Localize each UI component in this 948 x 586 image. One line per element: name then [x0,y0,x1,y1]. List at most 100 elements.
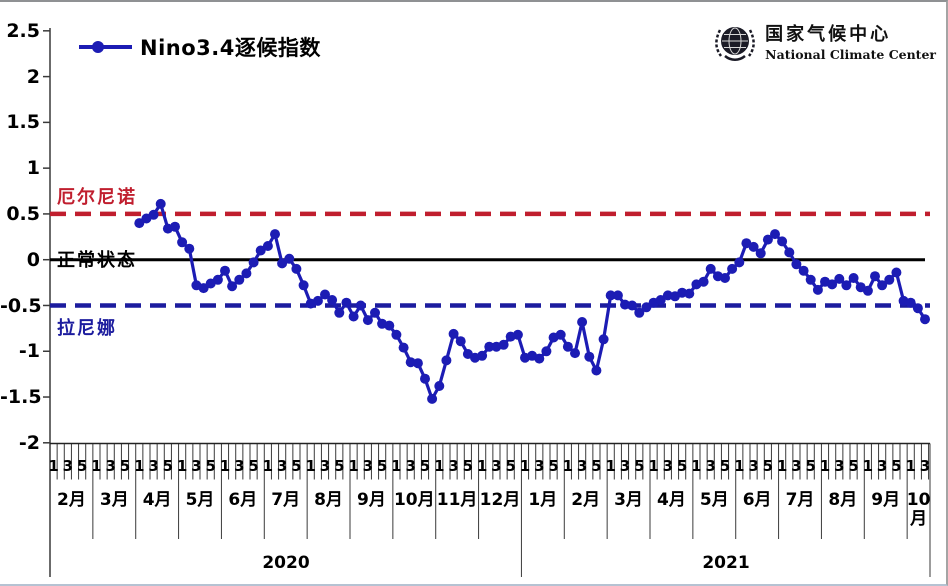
month-label: 2月 [57,490,86,510]
pentad-tick-label: 3 [534,457,545,475]
legend: Nino3.4逐候指数 [78,32,321,62]
pentad-tick-label: 3 [491,457,502,475]
data-point [384,320,395,331]
data-point [227,281,238,292]
data-point [391,329,402,340]
data-point [570,348,580,359]
data-point [627,300,638,311]
data-point [134,218,145,229]
data-point [562,341,573,352]
data-point [920,314,930,325]
y-axis-tick-label: -1.5 [0,386,42,408]
data-point [748,241,759,252]
pentad-tick-label: 5 [119,457,131,475]
pentad-tick-label: 3 [919,457,931,475]
pentad-tick-label: 1 [434,457,445,475]
pentad-tick-label: 1 [691,457,702,475]
pentad-tick-label: 3 [105,457,116,475]
pentad-tick-label: 5 [848,457,859,475]
pentad-tick-label: 3 [448,457,459,475]
data-point [791,259,802,270]
data-point [577,317,588,327]
data-point [498,339,509,350]
pentad-tick-label: 1 [562,457,574,475]
data-point [612,290,623,301]
pentad-tick-label: 5 [591,457,602,475]
month-label: 8月 [828,490,858,510]
legend-line-marker-icon [79,41,132,53]
data-point [841,280,852,291]
data-point [805,274,816,285]
data-point [455,336,466,347]
pentad-tick-label: 5 [76,457,88,475]
el-nino-label: 厄尔尼诺 [57,187,137,208]
data-point [184,243,195,254]
pentad-tick-label: 5 [762,457,774,475]
pentad-tick-label: 3 [234,457,245,475]
pentad-tick-label: 3 [362,457,374,475]
pentad-tick-label: 5 [634,457,645,475]
data-point [584,351,595,362]
month-label: 8月 [314,490,343,510]
month-label: 5月 [699,490,729,510]
data-point [198,283,209,294]
data-point [284,253,295,264]
data-point [598,334,609,345]
pentad-tick-label: 1 [176,457,188,475]
data-point [734,257,745,268]
month-label: 7月 [785,490,815,510]
pentad-tick-label: 1 [605,457,616,475]
pentad-tick-label: 5 [162,457,174,475]
pentad-tick-label: 3 [319,457,331,475]
pentad-tick-label: 1 [476,457,488,475]
y-axis-tick-label: -1 [18,340,40,363]
pentad-tick-label: 5 [548,457,559,475]
pentad-tick-label: 3 [62,457,74,475]
data-point [362,315,373,326]
y-axis-tick-label: -2 [18,431,40,454]
pentad-tick-label: 3 [191,457,202,475]
globe-icon [715,27,756,61]
pentad-tick-label: 3 [791,457,802,475]
pentad-tick-label: 1 [134,457,145,475]
pentad-tick-label: 1 [862,457,874,475]
pentad-tick-label: 1 [519,457,531,475]
pentad-tick-label: 3 [748,457,759,475]
data-point [534,353,545,364]
data-point [827,279,838,290]
pentad-tick-label: 5 [376,457,388,475]
month-label: 10月 [393,490,435,510]
y-axis-tick-label: 1.5 [6,111,40,134]
data-point [170,221,180,232]
data-point [420,373,430,384]
data-point [270,229,280,240]
data-point [512,329,523,340]
la-nina-label: 拉尼娜 [57,318,117,339]
logo-text: 国家气候中心 National Climate Center [765,20,936,62]
pentad-tick-label: 3 [576,457,588,475]
data-point [248,257,259,268]
data-point [348,311,359,322]
data-point [591,365,602,376]
data-point [341,297,352,308]
pentad-tick-label: 1 [305,457,316,475]
pentad-tick-label: 5 [805,457,816,475]
data-point [262,241,273,251]
pentad-tick-label: 3 [619,457,631,475]
pentad-tick-label: 1 [262,457,274,475]
data-point [877,280,888,291]
data-point [427,393,438,404]
month-label: 6月 [228,490,258,510]
pentad-tick-label: 3 [834,457,845,475]
pentad-tick-label: 5 [248,457,259,475]
data-point [727,263,738,274]
y-axis-tick-label: -0.5 [0,294,42,317]
data-point [834,273,845,284]
pentad-tick-label: 1 [48,457,59,475]
pentad-tick-label: 1 [648,457,659,475]
month-label: 6月 [742,490,772,510]
data-point [355,300,366,311]
pentad-tick-label: 5 [505,457,516,475]
data-point [905,297,916,308]
